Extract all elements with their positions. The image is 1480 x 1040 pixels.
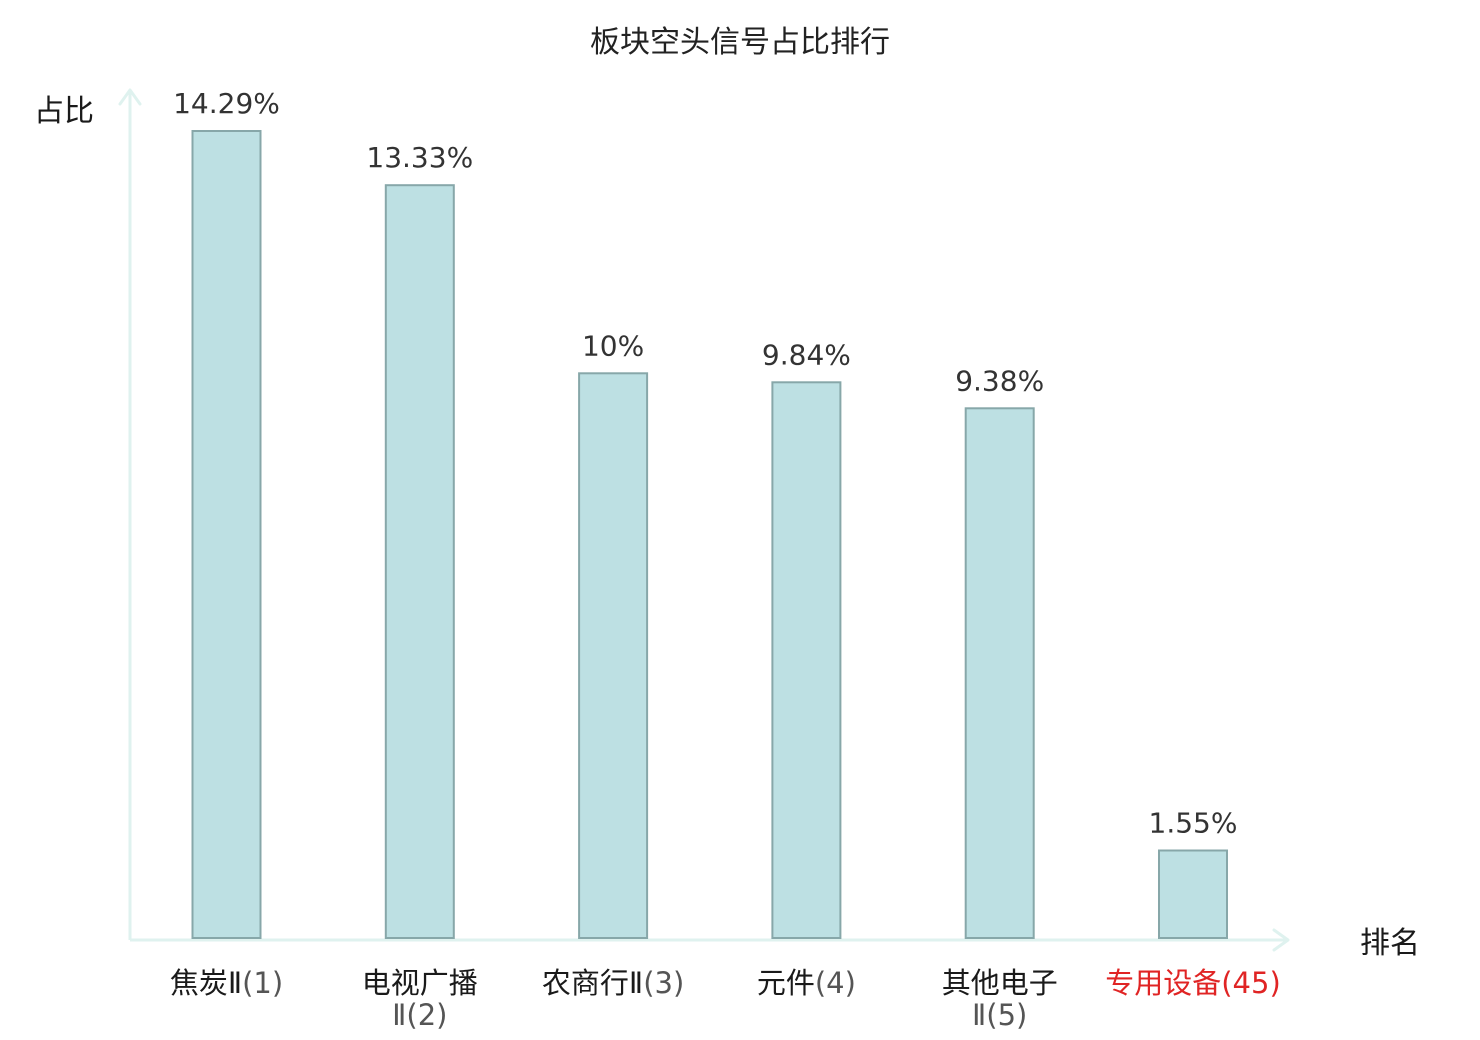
x-axis-arrow-icon bbox=[1272, 928, 1290, 952]
category-label-line2: Ⅱ(5) bbox=[972, 998, 1027, 1032]
y-axis: 占比 bbox=[34, 88, 142, 940]
category-label: 焦炭Ⅱ(1) bbox=[170, 966, 283, 1000]
category-label: 专用设备(45) bbox=[1105, 966, 1281, 1000]
y-axis-title: 占比 bbox=[34, 94, 94, 129]
bar-value-label: 10% bbox=[582, 329, 644, 362]
bar-value-label: 1.55% bbox=[1149, 807, 1238, 840]
category-label: 其他电子 bbox=[942, 966, 1058, 1000]
category-label-line2: Ⅱ(2) bbox=[392, 998, 447, 1032]
x-axis-title: 排名 bbox=[1360, 926, 1420, 961]
y-axis-arrow-icon bbox=[118, 88, 142, 106]
bars-group bbox=[191, 130, 1228, 939]
bar-value-label: 14.29% bbox=[173, 87, 280, 120]
bar bbox=[1158, 849, 1228, 939]
value-labels-group: 14.29% 13.33% 10% 9.84% 9.38% 1.55% bbox=[173, 87, 1237, 840]
category-label: 元件(4) bbox=[757, 966, 856, 1000]
category-label: 电视广播 bbox=[362, 966, 478, 1000]
bar-value-label: 13.33% bbox=[366, 141, 473, 174]
bar-value-label: 9.84% bbox=[762, 338, 851, 371]
chart-title: 板块空头信号占比排行 bbox=[590, 25, 890, 60]
bar bbox=[771, 381, 842, 939]
x-axis: 排名 bbox=[130, 926, 1420, 961]
bar bbox=[191, 130, 262, 939]
bar bbox=[384, 184, 455, 939]
category-label: 农商行Ⅱ(3) bbox=[542, 966, 684, 1000]
bar bbox=[578, 372, 649, 939]
bar bbox=[964, 407, 1035, 939]
bar-value-label: 9.38% bbox=[955, 364, 1044, 397]
